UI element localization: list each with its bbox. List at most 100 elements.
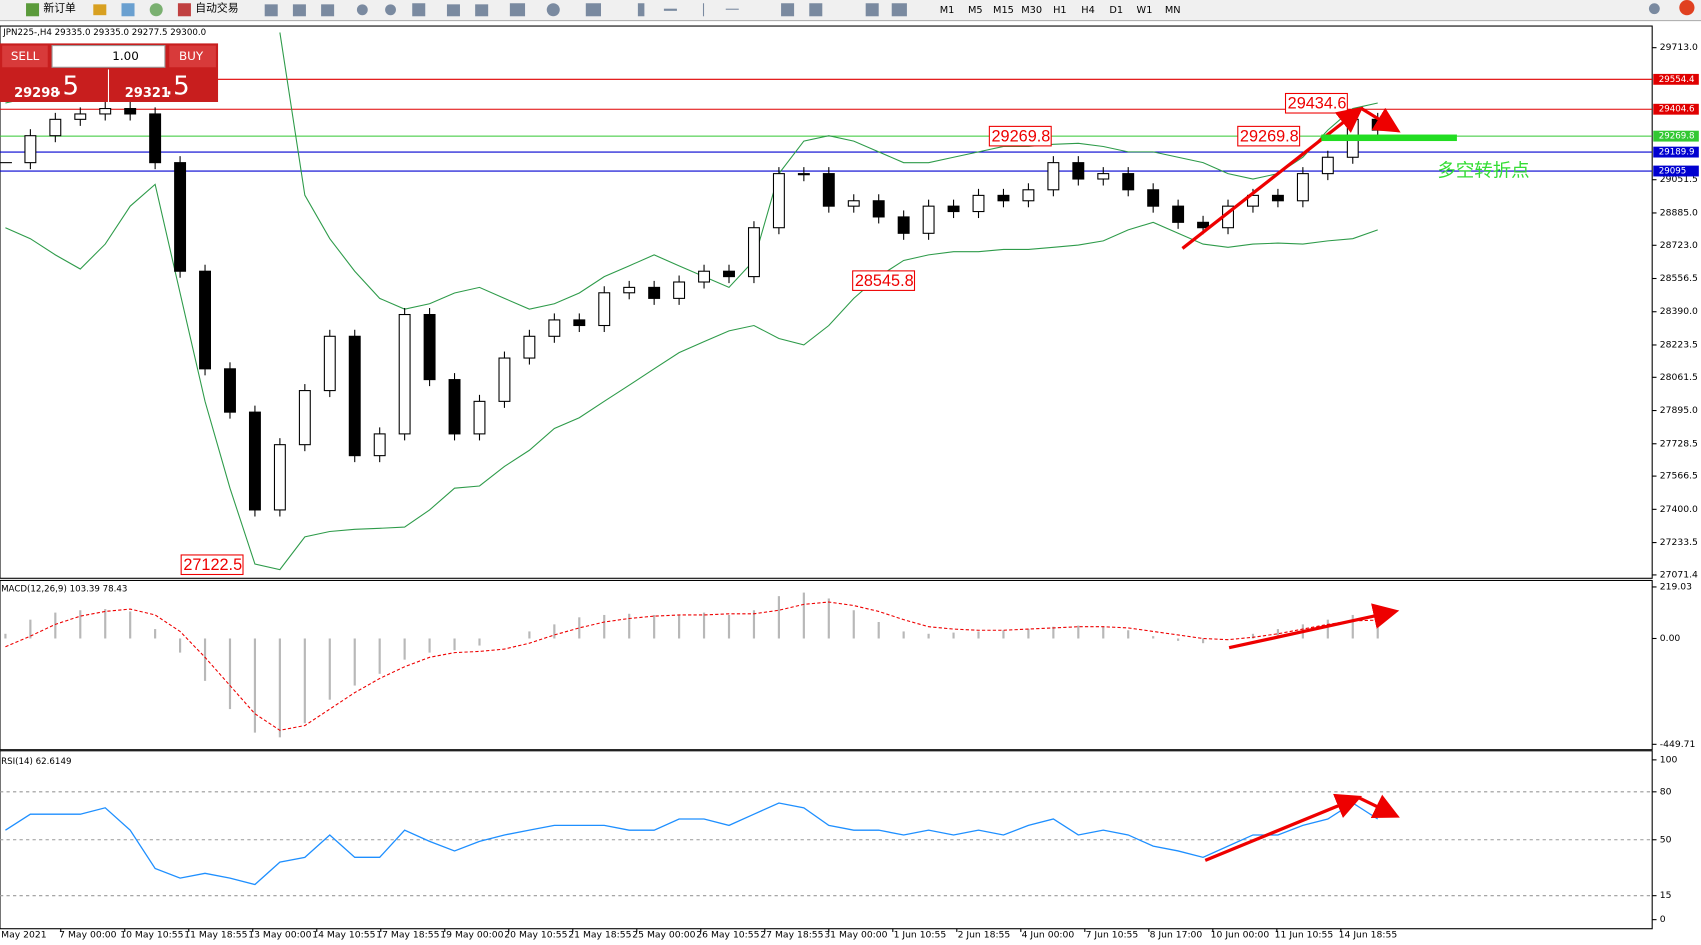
- tool-icon[interactable]: [475, 4, 489, 17]
- macd-bar: [178, 638, 182, 653]
- auto-trading-icon[interactable]: [177, 3, 191, 17]
- candle: [1072, 162, 1085, 180]
- tool-icon[interactable]: [446, 4, 460, 17]
- y-tick-label: -449.71: [1660, 739, 1696, 750]
- price-annotation: 29269.8: [1240, 128, 1299, 146]
- tool-icon[interactable]: [149, 3, 163, 17]
- macd-pane: [0, 579, 1653, 751]
- ask-fraction[interactable]: .5: [165, 71, 190, 101]
- y-tick-label: 28723.0: [1660, 240, 1698, 251]
- timeframe-button[interactable]: MN: [1165, 5, 1181, 16]
- candle: [498, 357, 511, 402]
- tool-icon[interactable]: [121, 3, 135, 17]
- macd-bar: [54, 612, 57, 639]
- tool-icon[interactable]: [412, 3, 426, 17]
- y-tick-label: 219.03: [1660, 581, 1692, 592]
- candle: [723, 270, 735, 278]
- macd-bar: [653, 614, 656, 639]
- timeframe-button[interactable]: M5: [968, 5, 983, 16]
- macd-bar: [927, 633, 930, 639]
- price-marker: [1653, 73, 1699, 85]
- macd-bar: [1027, 629, 1030, 639]
- timeframe-button[interactable]: D1: [1109, 5, 1123, 16]
- tool-icon[interactable]: [385, 4, 396, 16]
- turning-zone: [1321, 134, 1457, 142]
- tool-icon[interactable]: [702, 3, 705, 17]
- tool-icon[interactable]: [356, 4, 368, 16]
- tool-icon[interactable]: [809, 3, 823, 17]
- timeframe-button[interactable]: W1: [1137, 5, 1153, 16]
- lower-band: [5, 183, 1378, 571]
- timeframe-button[interactable]: H4: [1081, 5, 1095, 16]
- macd-bar: [752, 610, 756, 639]
- lot-input[interactable]: [51, 45, 166, 68]
- sell-label[interactable]: SELL: [11, 49, 40, 63]
- tool-icon[interactable]: [781, 3, 795, 17]
- buy-label[interactable]: BUY: [179, 49, 204, 63]
- candle: [149, 113, 162, 164]
- ask-price[interactable]: 29321: [125, 86, 170, 101]
- tool-icon[interactable]: [891, 3, 907, 17]
- bid-fraction[interactable]: .5: [54, 71, 79, 101]
- y-tick-label: 27895.0: [1660, 405, 1698, 416]
- candle: [1321, 156, 1334, 175]
- tool-icon[interactable]: [93, 4, 107, 16]
- timeframe-button[interactable]: M30: [1021, 5, 1042, 16]
- macd-bar: [303, 638, 306, 724]
- tool-icon[interactable]: [321, 4, 335, 17]
- candle: [897, 216, 910, 234]
- y-tick-label: 28885.0: [1660, 207, 1698, 218]
- tool-icon[interactable]: [585, 3, 601, 17]
- candle: [1271, 194, 1284, 202]
- rsi-line: [5, 802, 1379, 886]
- bid-price[interactable]: 29298: [14, 86, 59, 101]
- sell-button[interactable]: [2, 45, 48, 68]
- auto-trading[interactable]: 自动交易: [195, 1, 238, 15]
- tool-icons: [264, 3, 1660, 17]
- macd-bar: [1152, 636, 1155, 639]
- price-marker-label: 29189.9: [1659, 148, 1695, 158]
- price-annotation: 28545.8: [855, 272, 914, 290]
- macd-bar: [1326, 619, 1329, 639]
- macd-bar: [1177, 638, 1180, 641]
- y-tick-label: 27728.5: [1660, 438, 1698, 449]
- timeframe-button[interactable]: H1: [1053, 5, 1067, 16]
- macd-bar: [802, 592, 805, 639]
- candle: [847, 200, 860, 207]
- new-order-icon[interactable]: [26, 3, 40, 17]
- tool-icon[interactable]: [264, 4, 278, 17]
- tool-icon[interactable]: [292, 4, 306, 17]
- macd-bar: [1351, 614, 1354, 639]
- tool-icon[interactable]: [546, 3, 560, 17]
- lot-value[interactable]: 1.00: [112, 49, 139, 63]
- macd-bar: [79, 610, 82, 639]
- price-annotation: 29269.8: [992, 128, 1051, 146]
- macd-bar: [353, 638, 356, 686]
- timeframe-button[interactable]: M1: [940, 5, 955, 16]
- time-label: 2 Jun 18:55: [958, 930, 1011, 941]
- time-label: 7 Jun 10:55: [1086, 930, 1139, 941]
- tool-icon[interactable]: [509, 3, 526, 17]
- tool-icon[interactable]: [663, 8, 677, 11]
- y-tick-label: 27071.4: [1660, 569, 1698, 580]
- time-label: 31 May 00:00: [824, 930, 887, 941]
- candle: [224, 368, 236, 413]
- price-annotation-box: [988, 125, 1052, 147]
- macd-bar: [278, 638, 281, 738]
- macd-bar: [1002, 630, 1005, 639]
- macd-bar: [4, 633, 7, 639]
- new-order[interactable]: 新订单: [43, 1, 76, 15]
- time-label: 10 Jun 00:00: [1211, 930, 1270, 941]
- buy-button[interactable]: [169, 45, 216, 68]
- search-icon[interactable]: [1648, 3, 1660, 15]
- price-marker-label: 29269.8: [1659, 132, 1695, 142]
- macd-bar: [129, 611, 132, 639]
- timeframe-button[interactable]: M15: [993, 5, 1014, 16]
- tool-icon[interactable]: [637, 3, 645, 17]
- tool-icon[interactable]: [725, 8, 739, 10]
- alert-badge[interactable]: [1679, 0, 1695, 16]
- tool-icon[interactable]: [865, 3, 879, 17]
- macd-bar: [902, 631, 905, 639]
- time-label: 11 Jun 10:55: [1275, 930, 1334, 941]
